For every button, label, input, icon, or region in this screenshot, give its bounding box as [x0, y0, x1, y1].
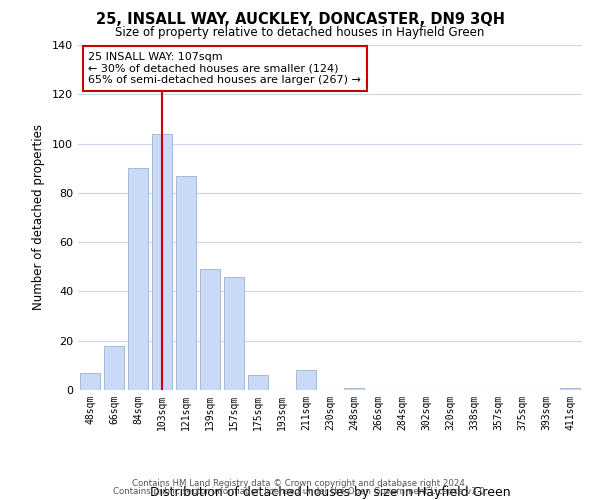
Bar: [296, 370, 316, 390]
Bar: [152, 134, 172, 390]
Bar: [344, 388, 364, 390]
Y-axis label: Number of detached properties: Number of detached properties: [32, 124, 45, 310]
Text: 25 INSALL WAY: 107sqm
← 30% of detached houses are smaller (124)
65% of semi-det: 25 INSALL WAY: 107sqm ← 30% of detached …: [88, 52, 361, 85]
Bar: [80, 373, 100, 390]
X-axis label: Distribution of detached houses by size in Hayfield Green: Distribution of detached houses by size …: [149, 486, 511, 498]
Text: Contains HM Land Registry data © Crown copyright and database right 2024.: Contains HM Land Registry data © Crown c…: [132, 478, 468, 488]
Bar: [128, 168, 148, 390]
Text: 25, INSALL WAY, AUCKLEY, DONCASTER, DN9 3QH: 25, INSALL WAY, AUCKLEY, DONCASTER, DN9 …: [95, 12, 505, 28]
Bar: [176, 176, 196, 390]
Bar: [200, 269, 220, 390]
Bar: [560, 388, 580, 390]
Bar: [104, 346, 124, 390]
Bar: [248, 375, 268, 390]
Text: Contains public sector information licensed under the Open Government Licence v3: Contains public sector information licen…: [113, 487, 487, 496]
Bar: [224, 276, 244, 390]
Text: Size of property relative to detached houses in Hayfield Green: Size of property relative to detached ho…: [115, 26, 485, 39]
